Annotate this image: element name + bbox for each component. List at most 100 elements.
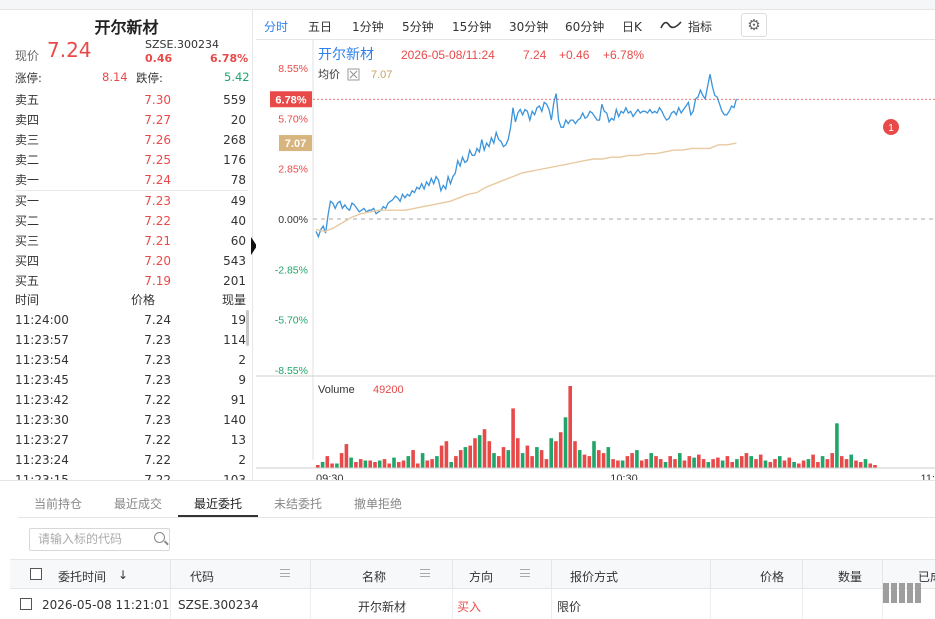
volume-bar bbox=[806, 459, 811, 468]
cell-code: SZSE.300234 bbox=[178, 598, 259, 612]
volume-bar bbox=[868, 463, 873, 468]
tab-period-7[interactable]: 日K bbox=[622, 20, 642, 34]
volume-bar bbox=[792, 462, 796, 468]
order-book-row[interactable]: 买三 7.21 60 bbox=[15, 231, 248, 251]
tab-period-0[interactable]: 分时 bbox=[264, 20, 289, 34]
tick-volume: 13 bbox=[230, 433, 246, 447]
volume-bar bbox=[811, 454, 815, 468]
volume-bar bbox=[582, 454, 587, 468]
volume-bar bbox=[720, 460, 725, 468]
tab-orders-2[interactable]: 最近委托 bbox=[194, 497, 243, 511]
price-label: 现价 bbox=[15, 49, 40, 63]
volume-bar bbox=[644, 459, 649, 468]
order-book-row[interactable]: 卖三 7.26 268 bbox=[15, 130, 248, 150]
volume-bar bbox=[425, 460, 430, 468]
tab-period-1[interactable]: 五日 bbox=[308, 20, 333, 34]
order-book-row[interactable]: 卖五 7.30 559 bbox=[15, 90, 248, 110]
tick-time: 11:23:24 bbox=[15, 453, 69, 467]
search-icon[interactable] bbox=[154, 532, 165, 543]
cell-divider bbox=[802, 589, 803, 619]
indicator-button[interactable]: 指标 bbox=[688, 20, 713, 34]
tab-period-5[interactable]: 30分钟 bbox=[509, 20, 549, 34]
x-tick-label: 09:30 bbox=[316, 473, 344, 480]
column-menu-icon[interactable] bbox=[280, 569, 290, 577]
table-row[interactable]: 2026-05-08 11:21:01 SZSE.300234 开尔新材 买入 … bbox=[10, 589, 935, 619]
volume-bar bbox=[601, 453, 606, 468]
tick-time: 11:23:15 bbox=[15, 473, 69, 480]
order-book-row[interactable]: 买五 7.19 201 bbox=[15, 271, 248, 291]
book-price: 7.30 bbox=[144, 93, 171, 107]
col-filled[interactable]: 已成 bbox=[918, 570, 935, 584]
ticks-list[interactable]: 11:24:00 7.24 19 11:23:57 7.23 114 11:23:54 7.2… bbox=[15, 310, 248, 480]
avg-value: 7.07 bbox=[371, 69, 392, 81]
stock-code: SZSE.300234 bbox=[145, 38, 219, 51]
column-menu-icon[interactable] bbox=[420, 569, 430, 577]
col-divider bbox=[310, 560, 311, 590]
volume-bar bbox=[597, 450, 601, 468]
ticks-scrollbar[interactable] bbox=[246, 310, 249, 346]
trade-marker-badge[interactable]: 1 bbox=[883, 119, 899, 135]
tab-orders-1[interactable]: 最近成交 bbox=[114, 497, 163, 511]
y-tick-label: 8.55% bbox=[278, 63, 308, 75]
col-price[interactable]: 价格 bbox=[760, 570, 785, 584]
sort-desc-icon[interactable]: ↓ bbox=[118, 568, 129, 582]
order-book-row[interactable]: 卖一 7.24 78 bbox=[15, 170, 248, 190]
chart-period-tabs: 指标 ⚙ 分时 五日 1分钟 5分钟 15分钟 30分钟 60分钟 日K bbox=[256, 10, 935, 40]
volume-bar bbox=[558, 432, 563, 468]
tab-period-6[interactable]: 60分钟 bbox=[565, 20, 605, 34]
volume-bar bbox=[397, 462, 401, 468]
volume-bar bbox=[525, 445, 530, 468]
col-code[interactable]: 代码 bbox=[190, 570, 215, 584]
search-input[interactable] bbox=[38, 532, 148, 546]
tab-period-2[interactable]: 1分钟 bbox=[352, 20, 384, 34]
volume-bar bbox=[549, 438, 553, 468]
horizontal-scrollbar[interactable] bbox=[883, 583, 921, 603]
chart-stock-name: 开尔新材 bbox=[318, 46, 374, 62]
col-direction[interactable]: 方向 bbox=[469, 570, 494, 584]
col-time[interactable]: 委托时间 bbox=[58, 570, 107, 584]
order-book-row[interactable]: 卖二 7.25 176 bbox=[15, 150, 248, 170]
book-level: 买三 bbox=[15, 234, 40, 248]
close-icon[interactable] bbox=[347, 68, 360, 81]
volume-bar bbox=[668, 456, 672, 468]
ticks-header-vol: 现量 bbox=[221, 293, 246, 307]
order-book-row[interactable]: 买二 7.22 40 bbox=[15, 211, 248, 231]
limit-up-value: 8.14 bbox=[102, 70, 128, 84]
book-volume: 268 bbox=[223, 133, 246, 147]
tab-period-3[interactable]: 5分钟 bbox=[402, 20, 434, 34]
gear-icon[interactable]: ⚙ bbox=[741, 13, 767, 37]
tick-price: 7.22 bbox=[144, 393, 171, 407]
wave-icon[interactable] bbox=[660, 18, 682, 32]
book-level: 卖三 bbox=[15, 133, 40, 147]
col-name[interactable]: 名称 bbox=[362, 570, 387, 584]
tab-period-4[interactable]: 15分钟 bbox=[452, 20, 492, 34]
col-quantity[interactable]: 数量 bbox=[838, 570, 863, 584]
x-tick-label: 10:30 bbox=[610, 473, 638, 480]
volume-bar bbox=[463, 447, 468, 468]
order-book-row[interactable]: 买四 7.20 543 bbox=[15, 251, 248, 271]
volume-bar bbox=[639, 460, 644, 468]
volume-bar bbox=[344, 444, 349, 468]
volume-bar bbox=[468, 445, 472, 468]
volume-bar bbox=[725, 456, 730, 468]
volume-bar bbox=[316, 465, 320, 468]
y-tick-label: -8.55% bbox=[275, 365, 308, 377]
order-book-row[interactable]: 买一 7.23 49 bbox=[15, 191, 248, 211]
col-order-type[interactable]: 报价方式 bbox=[570, 570, 619, 584]
tab-orders-3[interactable]: 未结委托 bbox=[274, 497, 323, 511]
tab-orders-0[interactable]: 当前持仓 bbox=[34, 497, 83, 511]
column-menu-icon[interactable] bbox=[520, 569, 530, 577]
avg-price-line bbox=[315, 142, 737, 233]
row-checkbox[interactable] bbox=[20, 598, 32, 610]
volume-bar bbox=[458, 450, 463, 468]
search-field[interactable] bbox=[29, 528, 170, 551]
select-all-checkbox[interactable] bbox=[30, 568, 42, 580]
tab-orders-4[interactable]: 撤单拒绝 bbox=[354, 497, 403, 511]
volume-bar bbox=[416, 463, 420, 468]
book-volume: 20 bbox=[230, 113, 246, 127]
collapse-arrow-icon[interactable] bbox=[251, 237, 257, 255]
volume-bar bbox=[420, 453, 425, 468]
intraday-chart[interactable]: 8.55% 5.70% 2.85% 0.00% -2.85% -5.70% -8.55% 开尔… bbox=[256, 40, 935, 480]
order-book-row[interactable]: 卖四 7.27 20 bbox=[15, 110, 248, 130]
volume-bar bbox=[711, 459, 715, 468]
